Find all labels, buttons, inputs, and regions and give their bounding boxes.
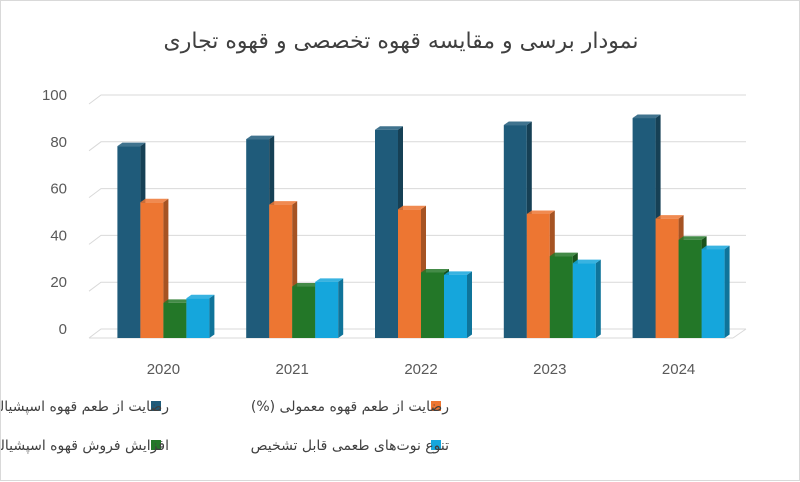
y-tick-label: 100: [42, 87, 67, 104]
bar: [315, 278, 344, 338]
legend-swatch: [431, 401, 441, 411]
bar-front: [163, 302, 187, 338]
bar-front: [655, 218, 679, 338]
x-tick-label: 2020: [147, 361, 180, 378]
y-tick-label: 80: [50, 134, 67, 151]
bar-top: [503, 121, 532, 126]
bar: [572, 259, 601, 338]
x-tick-label: 2021: [276, 361, 309, 378]
bar-top: [678, 236, 707, 240]
legend-label: تنوع نوت‌های طعمی قابل تشخیص: [251, 438, 449, 454]
legend-label: افزایش فروش قهوه اسپشیالتی (%): [1, 438, 169, 454]
bars: [117, 114, 730, 339]
bar-side: [209, 294, 215, 338]
bar-top: [701, 245, 730, 250]
bar-top: [655, 215, 684, 219]
bar-top: [186, 294, 215, 299]
bar-top: [549, 252, 578, 257]
bar-front: [315, 281, 339, 338]
x-axis: 2020 2021 2022 2023 2024: [147, 361, 696, 378]
bar-front: [269, 204, 293, 338]
bar-top: [526, 210, 555, 214]
bar-top: [163, 299, 192, 303]
legend-entry: افزایش فروش قهوه اسپشیالتی (%): [1, 438, 169, 454]
legend: رضایت از طعم قهوه اسپشیالتی (%) رضایت از …: [1, 399, 449, 454]
y-tick-label: 0: [59, 321, 67, 338]
bar-front: [246, 139, 270, 338]
bar-front: [526, 213, 550, 338]
y-axis: 0 20 40 60 80 100: [42, 87, 67, 338]
chart-title: نمودار برسی و مقایسه قهوه تخصصی و قهوه ت…: [164, 29, 639, 54]
legend-label: رضایت از طعم قهوه اسپشیالتی (%): [1, 399, 169, 415]
bar-front: [701, 249, 725, 338]
bar-top: [421, 268, 449, 273]
bar-front: [140, 202, 164, 338]
y-tick-label: 40: [50, 227, 67, 244]
bar-front: [549, 256, 573, 338]
bar: [701, 245, 730, 338]
bar-top: [572, 259, 601, 264]
x-tick-label: 2024: [662, 361, 695, 378]
y-tick-label: 20: [50, 274, 67, 291]
bar-top: [375, 126, 403, 130]
x-tick-label: 2022: [404, 361, 437, 378]
bar-top: [292, 283, 321, 287]
bar-top: [246, 135, 275, 140]
bar-top: [632, 114, 661, 119]
bar-front: [572, 263, 596, 338]
bar-side: [338, 278, 344, 338]
bar-top: [117, 142, 146, 147]
legend-swatch: [151, 440, 161, 450]
bar-side: [595, 259, 601, 338]
legend-swatch: [151, 401, 161, 411]
bar-front: [503, 125, 527, 338]
bar-top: [269, 201, 298, 205]
bar-front: [421, 272, 444, 338]
bar-front: [632, 118, 656, 338]
bar-top: [140, 198, 169, 203]
legend-label: رضایت از طعم قهوه معمولی (%): [251, 399, 449, 415]
bar-front: [292, 286, 316, 338]
legend-swatch: [431, 440, 441, 450]
bar: [444, 271, 472, 338]
bar-front: [186, 298, 210, 338]
gridline: [88, 94, 746, 105]
legend-entry: تنوع نوت‌های طعمی قابل تشخیص: [251, 438, 449, 454]
bar-top: [315, 278, 344, 282]
bar-front: [398, 209, 421, 338]
bar-top: [398, 205, 426, 210]
bar-side: [724, 245, 730, 338]
legend-entry: رضایت از طعم قهوه معمولی (%): [251, 399, 449, 415]
floor-edge: [732, 328, 747, 339]
bar-front: [375, 129, 398, 338]
x-tick-label: 2023: [533, 361, 566, 378]
bar-front: [444, 274, 467, 338]
legend-entry: رضایت از طعم قهوه اسپشیالتی (%): [1, 399, 169, 415]
bar-front: [117, 146, 141, 338]
bar: [186, 294, 215, 338]
bar-front: [678, 239, 702, 338]
y-tick-label: 60: [50, 181, 67, 198]
bar-side: [467, 271, 472, 338]
bar-top: [444, 271, 472, 275]
